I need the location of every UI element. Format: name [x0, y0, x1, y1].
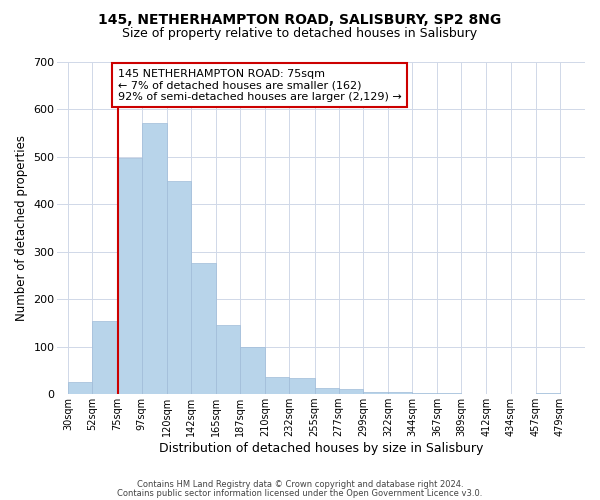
Bar [240, 346, 265, 394]
Bar [536, 392, 560, 394]
Text: Contains HM Land Registry data © Crown copyright and database right 2024.: Contains HM Land Registry data © Crown c… [137, 480, 463, 489]
Bar [142, 124, 167, 394]
Y-axis label: Number of detached properties: Number of detached properties [15, 135, 28, 321]
Bar [68, 382, 92, 394]
Bar [265, 376, 289, 394]
Bar [339, 390, 363, 394]
Bar [363, 392, 388, 394]
Text: 145, NETHERHAMPTON ROAD, SALISBURY, SP2 8NG: 145, NETHERHAMPTON ROAD, SALISBURY, SP2 … [98, 12, 502, 26]
Text: 145 NETHERHAMPTON ROAD: 75sqm
← 7% of detached houses are smaller (162)
92% of s: 145 NETHERHAMPTON ROAD: 75sqm ← 7% of de… [118, 68, 401, 102]
Bar [92, 320, 118, 394]
Bar [289, 378, 314, 394]
Bar [216, 326, 240, 394]
Text: Size of property relative to detached houses in Salisbury: Size of property relative to detached ho… [122, 28, 478, 40]
Bar [118, 158, 142, 394]
Bar [191, 264, 216, 394]
Bar [412, 392, 437, 394]
X-axis label: Distribution of detached houses by size in Salisbury: Distribution of detached houses by size … [159, 442, 484, 455]
Text: Contains public sector information licensed under the Open Government Licence v3: Contains public sector information licen… [118, 488, 482, 498]
Bar [167, 182, 191, 394]
Bar [437, 393, 461, 394]
Bar [314, 388, 339, 394]
Bar [388, 392, 412, 394]
